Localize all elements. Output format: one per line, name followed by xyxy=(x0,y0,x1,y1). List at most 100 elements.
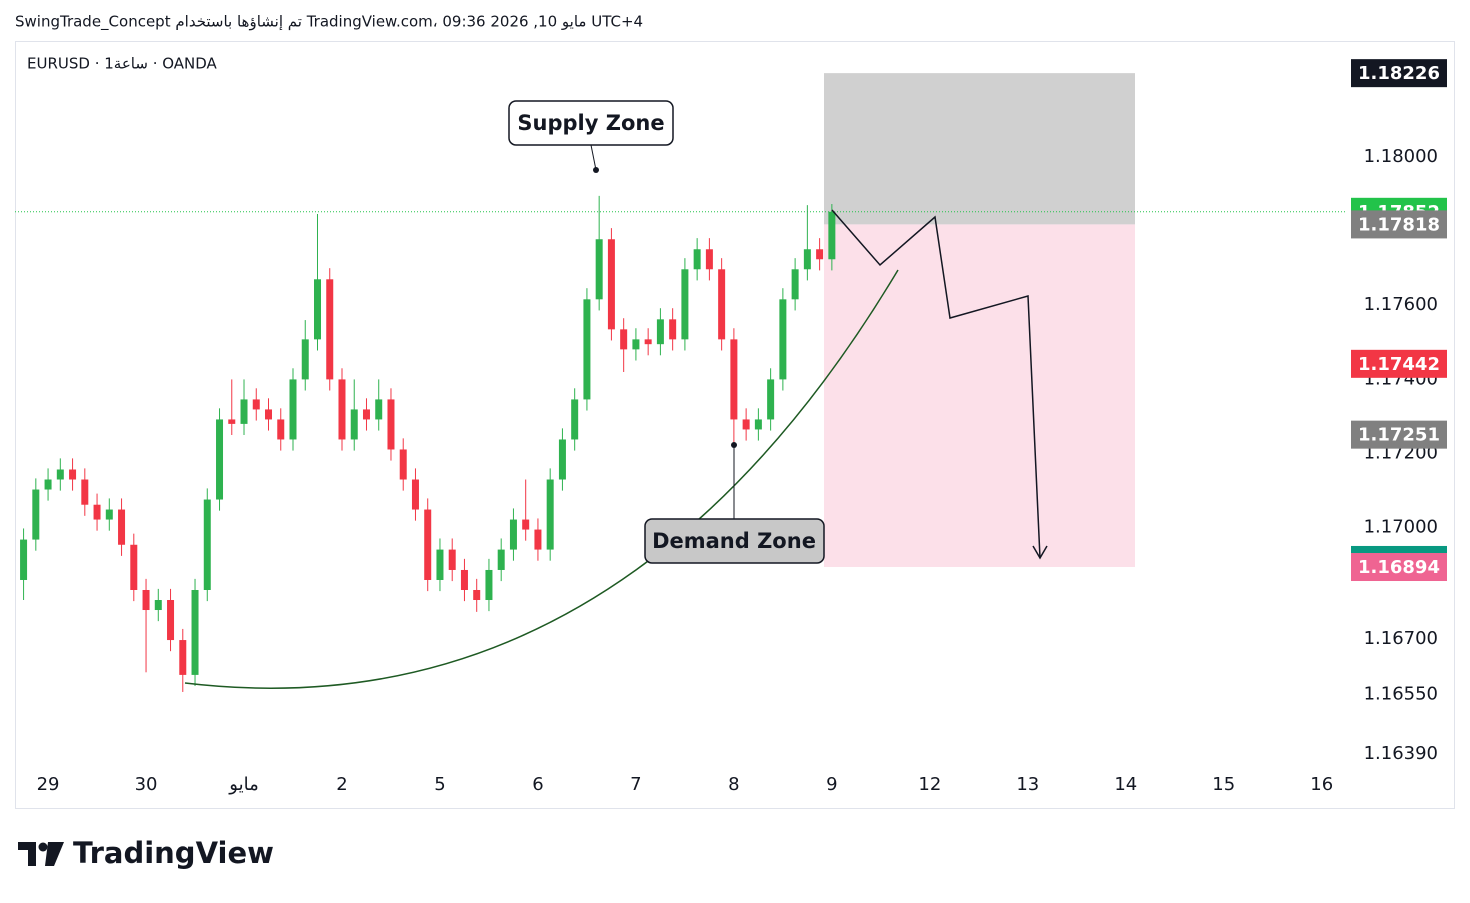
candle-body xyxy=(424,509,432,580)
candle-body xyxy=(375,399,383,420)
candle-body xyxy=(485,569,493,601)
x-tick-label: 12 xyxy=(918,774,941,795)
candle-body xyxy=(154,600,162,611)
candle-body xyxy=(656,319,664,345)
candle-body xyxy=(216,419,224,500)
x-tick-label: 6 xyxy=(532,774,543,795)
candle-body xyxy=(81,479,89,505)
price-label: 1.17442 xyxy=(1358,354,1440,375)
logo-mark xyxy=(18,842,36,866)
label-box xyxy=(644,518,825,564)
candle-body xyxy=(436,549,444,580)
candle-body xyxy=(583,299,591,400)
y-tick-label: 1.16550 xyxy=(1364,684,1438,705)
reward-zone xyxy=(824,224,1135,568)
candle-body xyxy=(191,589,199,675)
candle-body xyxy=(791,269,799,300)
candle-body xyxy=(669,319,677,340)
symbol: EURUSD · 1ساعة · OANDA xyxy=(27,55,218,73)
y-tick-label: 1.17600 xyxy=(1364,294,1438,315)
candle-body xyxy=(56,469,64,480)
x-tick-label: 5 xyxy=(434,774,445,795)
drawings: Supply Zone Demand Zone xyxy=(184,100,1048,689)
candle-body xyxy=(767,379,775,420)
logo-mark xyxy=(38,842,48,852)
candle-body xyxy=(779,299,787,380)
projection xyxy=(831,209,1041,559)
candle-body xyxy=(681,269,689,340)
price-label: 1.17251 xyxy=(1358,425,1440,446)
candle-body xyxy=(571,399,579,440)
candle-body xyxy=(546,479,554,550)
candle-body xyxy=(522,519,530,530)
frame xyxy=(15,41,1455,809)
candle-body xyxy=(448,549,456,570)
candle-body xyxy=(20,539,28,580)
logo-text: TradingView xyxy=(73,836,274,870)
candle-body xyxy=(301,339,309,380)
x-tick-label: 14 xyxy=(1114,774,1137,795)
x-tick-label: 16 xyxy=(1310,774,1333,795)
candle-body xyxy=(399,449,407,480)
y-tick-label: 1.16390 xyxy=(1364,743,1438,764)
candle-body xyxy=(289,379,297,440)
candle-body xyxy=(228,419,236,424)
candle-body xyxy=(705,249,713,270)
candle-body xyxy=(265,409,273,420)
candle-body xyxy=(130,544,138,590)
y-tick-label: 1.18000 xyxy=(1364,146,1438,167)
price-label-bg xyxy=(1351,420,1447,449)
candle-body xyxy=(387,399,395,450)
x-tick-label: 15 xyxy=(1212,774,1235,795)
x-tick-label: 7 xyxy=(630,774,641,795)
x-tick-label: 29 xyxy=(37,774,60,795)
price-label-bg xyxy=(1351,349,1447,378)
pointer-dot xyxy=(731,442,737,448)
candle-body xyxy=(620,329,628,350)
annotation: Supply Zone xyxy=(517,111,664,135)
candle-body xyxy=(411,479,419,510)
y-tick-label: 1.16700 xyxy=(1364,628,1438,649)
x-tick-label: 8 xyxy=(728,774,739,795)
candle-body xyxy=(118,509,126,545)
x-tick-label: 2 xyxy=(336,774,347,795)
candle-body xyxy=(93,504,101,520)
candle-body xyxy=(558,439,566,480)
candle-body xyxy=(534,529,542,550)
price-label: 1.16894 xyxy=(1358,557,1440,578)
candle-body xyxy=(105,509,113,520)
candle-body xyxy=(252,399,260,410)
candle-body xyxy=(338,379,346,440)
candle-body xyxy=(460,569,468,590)
caption: SwingTrade_Concept تم إنشاؤها باستخدام T… xyxy=(15,13,643,32)
y-tick-label: 1.17000 xyxy=(1364,517,1438,538)
candle-body xyxy=(742,419,750,430)
candle-body xyxy=(497,549,505,570)
candle-body xyxy=(828,211,836,260)
candle-body xyxy=(754,419,762,430)
x-tick-label: 30 xyxy=(135,774,158,795)
candle-body xyxy=(362,409,370,420)
candle-body xyxy=(730,339,738,420)
price-label-bg xyxy=(1351,553,1447,582)
pointer xyxy=(590,144,597,171)
candle-body xyxy=(32,489,40,540)
pointer-dot xyxy=(593,167,599,173)
candle-body xyxy=(326,279,334,380)
price-label-bg xyxy=(1351,59,1447,88)
arrow-head xyxy=(1032,545,1048,560)
candle-body xyxy=(473,589,481,601)
price-label: 1.18226 xyxy=(1358,63,1440,84)
x-tick-label: 9 xyxy=(826,774,837,795)
x-tick-label: مايو xyxy=(228,774,258,795)
candle-body xyxy=(350,409,358,440)
label-box xyxy=(508,100,674,146)
price-label: 1.17818 xyxy=(1358,214,1440,235)
logo: TradingView xyxy=(18,836,274,870)
curve xyxy=(184,269,899,689)
candle-body xyxy=(644,339,652,345)
candle-body xyxy=(277,419,285,440)
candle-body xyxy=(240,399,248,424)
